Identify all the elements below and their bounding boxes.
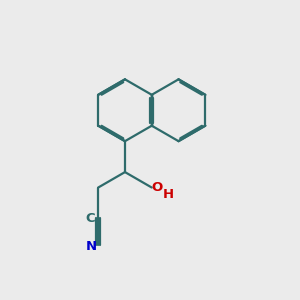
Text: H: H (162, 188, 173, 200)
Text: O: O (152, 181, 163, 194)
Text: N: N (85, 240, 96, 253)
Text: C: C (85, 212, 95, 225)
